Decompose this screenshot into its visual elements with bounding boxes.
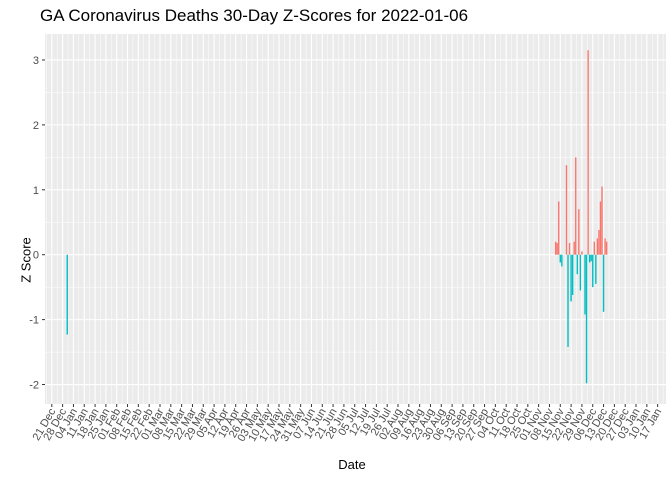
bar — [584, 254, 586, 315]
bar — [578, 209, 580, 255]
y-axis: -2 -1 0 1 2 3 — [29, 55, 45, 392]
bar — [565, 165, 568, 255]
minor-gridlines — [45, 34, 666, 404]
bar — [590, 254, 592, 262]
bar — [599, 201, 602, 255]
bar — [596, 238, 599, 255]
bar — [567, 254, 569, 347]
bar — [595, 254, 597, 284]
y-tick-label: 3 — [33, 55, 39, 67]
y-tick-label: 2 — [33, 120, 39, 132]
plot-panel — [45, 34, 666, 404]
x-axis-label: Date — [338, 457, 366, 472]
bar — [601, 186, 603, 255]
y-tick-label: 0 — [33, 250, 39, 262]
bar — [587, 50, 589, 255]
bar — [604, 238, 606, 255]
major-gridlines — [45, 34, 666, 404]
bar — [592, 254, 594, 288]
bar — [576, 254, 578, 275]
bar — [581, 251, 583, 255]
bars-group — [66, 50, 608, 384]
bar — [573, 241, 575, 255]
bar — [556, 243, 558, 255]
bar — [570, 254, 572, 302]
bar — [561, 254, 563, 267]
bar — [554, 241, 557, 255]
bar — [558, 201, 560, 255]
y-tick-label: -1 — [29, 315, 39, 327]
y-tick-label: 1 — [33, 185, 39, 197]
y-tick-label: -2 — [29, 380, 39, 392]
bar — [66, 254, 68, 335]
bar — [575, 157, 577, 255]
bar — [605, 241, 608, 255]
bar — [559, 254, 561, 263]
bar — [579, 254, 582, 291]
bar — [585, 254, 588, 384]
bar — [588, 254, 591, 263]
bar — [602, 254, 605, 312]
bar — [593, 241, 595, 255]
chart-title: GA Coronavirus Deaths 30-Day Z-Scores fo… — [40, 6, 469, 25]
bar — [598, 230, 600, 255]
bar — [571, 254, 574, 295]
bar — [568, 243, 571, 255]
